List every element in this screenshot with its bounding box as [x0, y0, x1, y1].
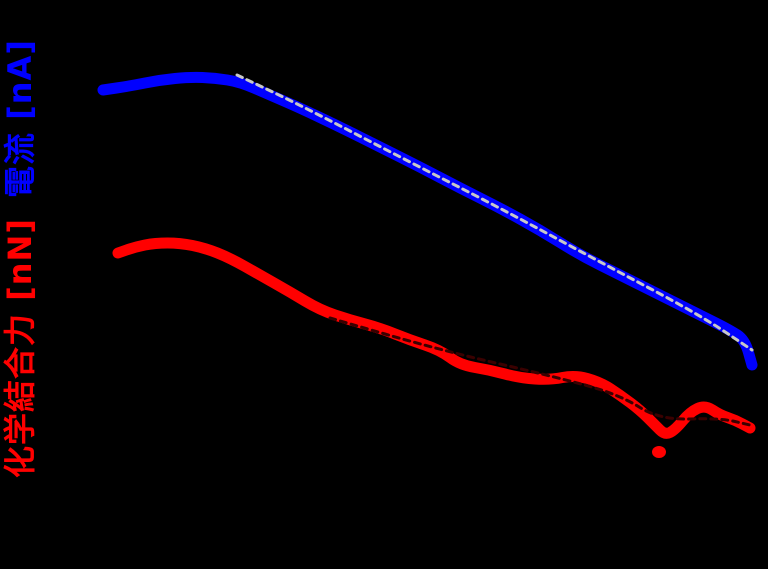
series--fit — [328, 316, 752, 427]
series--na- — [97, 71, 758, 371]
outlier-point — [652, 446, 666, 458]
series--nn- — [112, 237, 756, 458]
series-layer — [97, 71, 758, 458]
series--fit — [235, 73, 754, 352]
